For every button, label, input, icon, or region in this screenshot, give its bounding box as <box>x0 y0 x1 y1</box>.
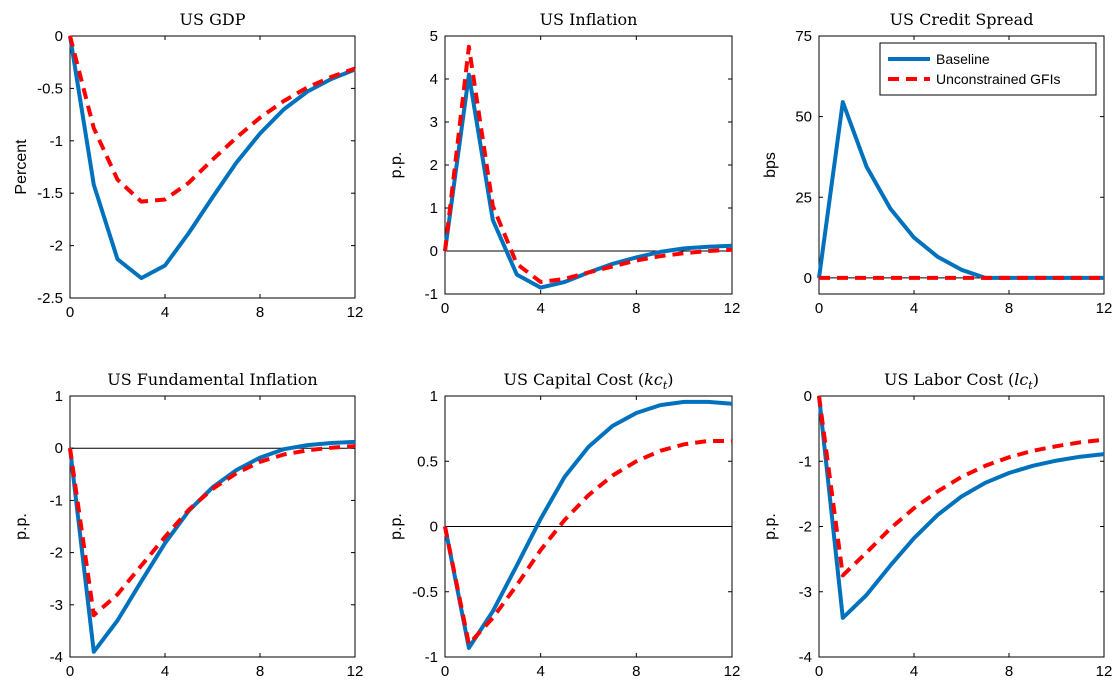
y-axis-label: p.p. <box>762 513 779 540</box>
y-tick-label: 50 <box>795 109 812 126</box>
x-tick-label: 8 <box>1005 300 1013 317</box>
x-tick-label: 4 <box>910 663 918 680</box>
y-tick-label: 0 <box>804 388 812 405</box>
x-tick-label: 12 <box>1096 300 1113 317</box>
y-tick-label: -1 <box>425 649 438 666</box>
y-tick-label: 1 <box>430 200 438 217</box>
y-tick-label: -2.5 <box>37 290 63 307</box>
x-tick-label: 4 <box>161 663 169 680</box>
panel-title: US GDP <box>180 10 246 29</box>
y-tick-label: -0.5 <box>37 80 63 97</box>
y-tick-label: -2 <box>50 238 63 255</box>
y-tick-label: -1 <box>50 133 63 150</box>
y-axis-label: Percent <box>13 139 30 195</box>
y-tick-label: 0 <box>55 28 63 45</box>
x-tick-label: 4 <box>910 300 918 317</box>
x-tick-label: 8 <box>632 663 640 680</box>
x-tick-label: 12 <box>347 663 364 680</box>
y-tick-label: -1 <box>425 286 438 303</box>
x-tick-label: 12 <box>1096 663 1113 680</box>
y-tick-label: 0 <box>430 519 438 536</box>
x-tick-label: 0 <box>815 300 823 317</box>
series-line-unconstrained-gfis <box>68 444 356 618</box>
x-tick-label: 0 <box>441 663 449 680</box>
panel-title: US Credit Spread <box>890 10 1034 29</box>
series-line-unconstrained-gfis <box>443 44 733 284</box>
y-tick-label: 1 <box>55 388 63 405</box>
x-tick-label: 0 <box>66 304 74 321</box>
y-tick-label: 5 <box>430 28 438 45</box>
y-tick-label: -4 <box>50 649 63 666</box>
y-tick-label: -1 <box>799 453 812 470</box>
panel-title: US Labor Cost (lct) <box>884 370 1039 392</box>
x-tick-label: 8 <box>1005 663 1013 680</box>
series-line-unconstrained-gfis <box>68 35 356 204</box>
panel-title: US Capital Cost (kct) <box>503 370 673 392</box>
y-tick-label: -3 <box>50 597 63 614</box>
y-tick-label: 0.5 <box>417 453 438 470</box>
x-tick-label: 12 <box>347 304 364 321</box>
x-tick-label: 4 <box>536 663 544 680</box>
y-tick-label: 0 <box>55 440 63 457</box>
x-tick-label: 8 <box>256 304 264 321</box>
y-tick-label: 3 <box>430 114 438 131</box>
x-tick-label: 4 <box>161 304 169 321</box>
y-axis-label: bps <box>762 152 779 178</box>
plot-area <box>69 35 356 299</box>
y-tick-label: 25 <box>795 189 812 206</box>
chart-panel-5: 0 4 8 12 -1 -0.5 0 0.5 1 US Capital Cost (kct) p.p… <box>388 370 740 680</box>
series-line-baseline <box>443 399 733 650</box>
plot-area <box>69 395 356 658</box>
x-tick-label: 8 <box>256 663 264 680</box>
chart-panel-1: 0 4 8 12 -2.5 -2 -1.5 -1 -0.5 0 US GDP Percent <box>13 10 363 321</box>
y-tick-label: 75 <box>795 28 812 45</box>
y-tick-label: -0.5 <box>412 584 438 601</box>
x-tick-label: 12 <box>724 300 741 317</box>
y-axis-label: p.p. <box>13 513 30 540</box>
y-tick-label: -1 <box>50 492 63 509</box>
chart-panel-6: 0 4 8 12 -4 -3 -2 -1 0 US Labor Cost (lct) p.p. <box>762 370 1112 680</box>
y-tick-label: -2 <box>50 545 63 562</box>
y-tick-label: -2 <box>799 519 812 536</box>
y-tick-label: -3 <box>799 584 812 601</box>
chart-panel-4: 0 4 8 12 -4 -3 -2 -1 0 1 US Fundamental Inflation p… <box>13 370 363 680</box>
x-tick-label: 8 <box>632 300 640 317</box>
x-tick-label: 0 <box>815 663 823 680</box>
y-tick-label: 2 <box>430 157 438 174</box>
y-tick-label: 4 <box>430 71 438 88</box>
x-tick-label: 0 <box>441 300 449 317</box>
legend-box <box>879 42 1097 96</box>
y-tick-label: -1.5 <box>37 185 63 202</box>
panel-title: US Inflation <box>540 10 638 29</box>
y-tick-label: 0 <box>430 243 438 260</box>
legend: Baseline Unconstrained GFIs <box>879 42 1097 96</box>
y-tick-label: 0 <box>804 270 812 287</box>
x-tick-label: 12 <box>724 663 741 680</box>
x-tick-label: 4 <box>536 300 544 317</box>
series-line-unconstrained-gfis <box>443 439 732 646</box>
y-tick-label: 1 <box>430 388 438 405</box>
panel-title: US Fundamental Inflation <box>107 370 317 389</box>
y-axis-label: p.p. <box>388 152 405 179</box>
series-line-baseline <box>817 395 1105 620</box>
series-line-baseline <box>68 35 356 281</box>
plot-area <box>818 395 1105 658</box>
legend-label: Unconstrained GFIs <box>936 71 1061 87</box>
x-tick-label: 0 <box>66 663 74 680</box>
chart-panel-3: 0 4 8 12 0 25 50 75 US Credit Spread bps Baseline U… <box>762 10 1112 317</box>
legend-label: Baseline <box>936 51 990 67</box>
y-tick-label: -4 <box>799 649 812 666</box>
series-line-unconstrained-gfis <box>817 395 1105 578</box>
y-axis-label: p.p. <box>388 513 405 540</box>
